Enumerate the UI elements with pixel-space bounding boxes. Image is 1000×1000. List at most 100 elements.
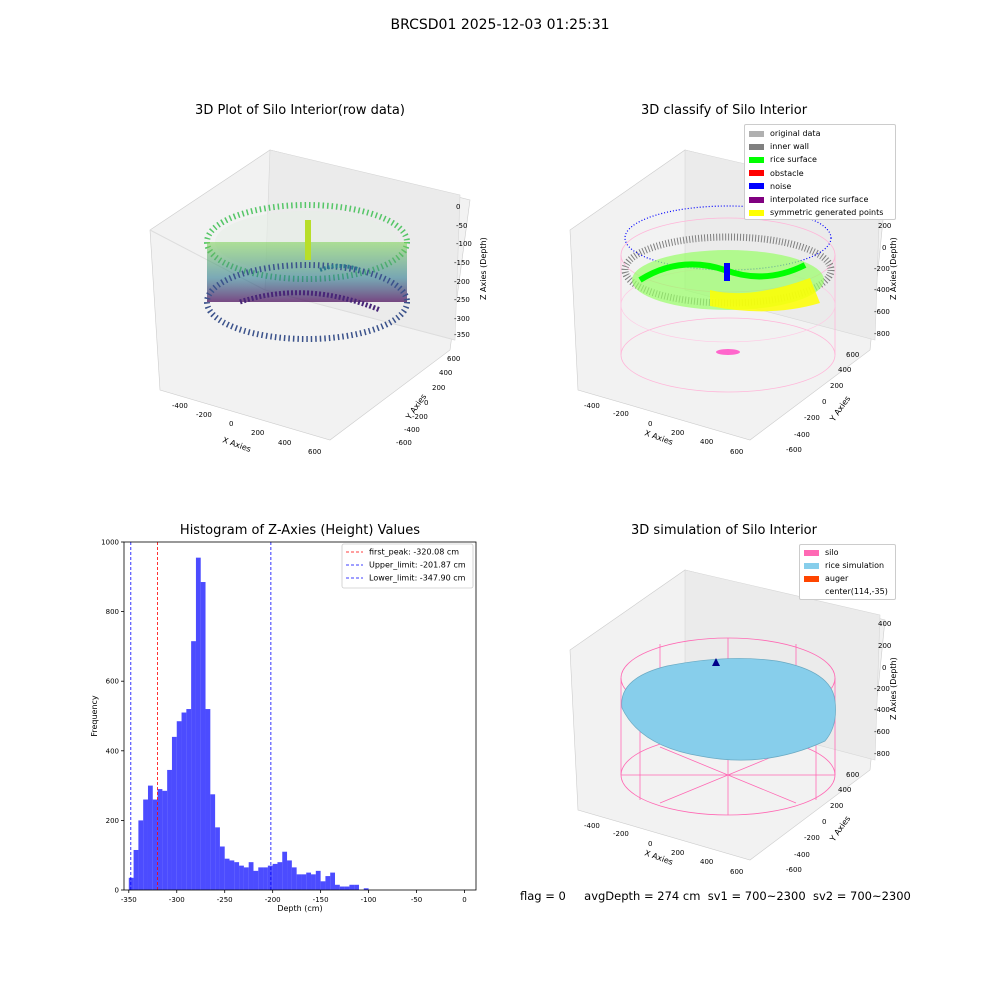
- classify-x-tick-4: 400: [700, 438, 713, 446]
- classify-y-tick-1: -400: [794, 431, 810, 439]
- histogram-bar: [272, 863, 278, 890]
- raw-x-tick-3: 200: [251, 429, 264, 437]
- histogram-x-tick-label: -250: [217, 896, 233, 904]
- simulation-y-tick-0: -600: [786, 866, 802, 874]
- raw-panel-title: 3D Plot of Silo Interior(row data): [195, 103, 405, 118]
- raw-z-tick-labels: 0 -50 -100 -150 -200 -250 -300 -350: [454, 203, 472, 339]
- classify-x-tick-1: -200: [613, 410, 629, 418]
- raw-z-tick-6: -300: [454, 315, 470, 323]
- classify-y-tick-3: 0: [822, 398, 826, 406]
- figure-title: BRCSD01 2025-12-03 01:25:31: [390, 17, 610, 33]
- simulation-legend-swatch: [804, 562, 819, 569]
- classify-x-tick-0: -400: [584, 402, 600, 410]
- histogram-bar: [263, 867, 268, 890]
- histogram-bar: [224, 858, 230, 890]
- classify-legend-label: obstacle: [770, 168, 804, 178]
- classify-x-tick-2: 0: [648, 420, 652, 428]
- raw-z-tick-4: -200: [454, 278, 470, 286]
- raw-x-tick-labels: -400 -200 0 200 400 600: [172, 402, 321, 456]
- classify-y-tick-6: 600: [846, 351, 859, 359]
- histogram-y-tick-label: 200: [106, 817, 119, 825]
- simulation-y-label: Y Axies: [828, 814, 853, 844]
- raw-y-tick-6: 600: [447, 355, 460, 363]
- histogram-bar: [176, 721, 182, 890]
- histogram-bar: [296, 874, 302, 890]
- histogram-x-tick-label: 0: [462, 896, 466, 904]
- classify-z-tick-4: -400: [874, 286, 890, 294]
- simulation-y-tick-5: 400: [838, 786, 851, 794]
- histogram-legend-label: Upper_limit: -201.87 cm: [369, 561, 466, 570]
- histogram-bar: [138, 820, 144, 890]
- histogram-x-tick-label: -50: [411, 896, 422, 904]
- histogram-bar: [229, 860, 235, 890]
- simulation-y-tick-3: 0: [822, 818, 826, 826]
- histogram-bar: [191, 641, 196, 890]
- sv2-status: sv2 = 700~2300: [812, 889, 911, 903]
- histogram-bar: [195, 557, 201, 890]
- raw-z-tick-1: -50: [456, 222, 467, 230]
- raw-y-tick-1: -400: [404, 426, 420, 434]
- simulation-z-tick-3: -200: [874, 685, 890, 693]
- histogram-title: Histogram of Z-Axies (Height) Values: [179, 523, 421, 538]
- classify-z-label: Z Axies (Depth): [889, 237, 898, 300]
- histogram-y-tick-label: 600: [106, 678, 119, 686]
- histogram-chart: -350 -300 -250 -200 -150 -100 -50 0 0 200 400 600 8…: [90, 539, 477, 913]
- simulation-auger: [712, 658, 720, 666]
- histogram-legend-label: Lower_limit: -347.90 cm: [369, 574, 466, 583]
- histogram-bar: [282, 851, 288, 890]
- histogram-bar: [330, 872, 336, 890]
- histogram-bar: [349, 884, 355, 890]
- classify-y-tick-2: -200: [804, 414, 820, 422]
- classify-y-label: Y Axies: [828, 394, 853, 424]
- simulation-y-tick-6: 600: [846, 771, 859, 779]
- simulation-z-label: Z Axies (Depth): [889, 657, 898, 720]
- histogram-bar: [200, 582, 206, 890]
- simulation-legend-label: rice simulation: [825, 561, 885, 570]
- histogram-bar: [325, 876, 331, 890]
- raw-z-tick-2: -100: [456, 240, 472, 248]
- classify-legend-item: interpolated rice surface: [749, 193, 891, 206]
- simulation-z-tick-2: 0: [882, 664, 886, 672]
- histogram-y-tick-label: 800: [106, 608, 119, 616]
- histogram-bar: [234, 862, 240, 890]
- histogram-bar: [210, 794, 216, 890]
- classify-legend-label: symmetric generated points: [770, 208, 884, 218]
- raw-y-tick-labels: -600 -400 -200 0 200 400 600: [396, 355, 460, 447]
- simulation-z-tick-0: 400: [878, 620, 891, 628]
- classify-panel-title: 3D classify of Silo Interior: [640, 103, 808, 118]
- simulation-legend-swatch: [804, 575, 819, 582]
- histogram-legend: first_peak: -320.08 cm Upper_limit: -201.…: [341, 543, 474, 589]
- simulation-rice-surface: [621, 658, 836, 761]
- histogram-bar: [167, 769, 172, 890]
- histogram-bar: [181, 712, 187, 890]
- histogram-bar: [335, 884, 340, 890]
- histogram-bar: [311, 874, 316, 890]
- histogram-bar: [215, 827, 220, 890]
- simulation-y-tick-1: -400: [794, 851, 810, 859]
- simulation-panel-title: 3D simulation of Silo Interior: [631, 523, 817, 538]
- classify-x-label: X Axies: [643, 428, 674, 447]
- classify-y-tick-labels: -600 -400 -200 0 200 400 600: [786, 351, 859, 454]
- classify-legend-label: noise: [770, 181, 792, 191]
- histogram-bar: [258, 867, 264, 890]
- classify-legend-label: rice surface: [770, 155, 817, 165]
- raw-y-tick-2: -200: [412, 413, 428, 421]
- histogram-bars: [128, 557, 369, 890]
- simulation-legend-label: center(114,-35): [825, 587, 888, 596]
- histogram-bar: [344, 886, 350, 890]
- raw-y-tick-5: 400: [439, 369, 452, 377]
- flag-status: flag = 0: [520, 889, 566, 903]
- histogram-bar: [143, 799, 148, 890]
- simulation-x-tick-5: 600: [730, 868, 743, 876]
- simulation-legend-swatch: [804, 549, 819, 556]
- raw-y-tick-4: 200: [432, 384, 445, 392]
- classify-legend-item: symmetric generated points: [749, 206, 891, 219]
- simulation-y-tick-2: -200: [804, 834, 820, 842]
- classify-legend-swatch: [749, 196, 764, 203]
- classify-legend-item: original data: [749, 127, 891, 140]
- histogram-axes-frame: [123, 541, 477, 891]
- histogram-bar: [277, 862, 283, 890]
- classify-legend-label: original data: [770, 129, 821, 138]
- raw-x-tick-1: -200: [196, 411, 212, 419]
- histogram-y-tick-label: 400: [106, 747, 119, 755]
